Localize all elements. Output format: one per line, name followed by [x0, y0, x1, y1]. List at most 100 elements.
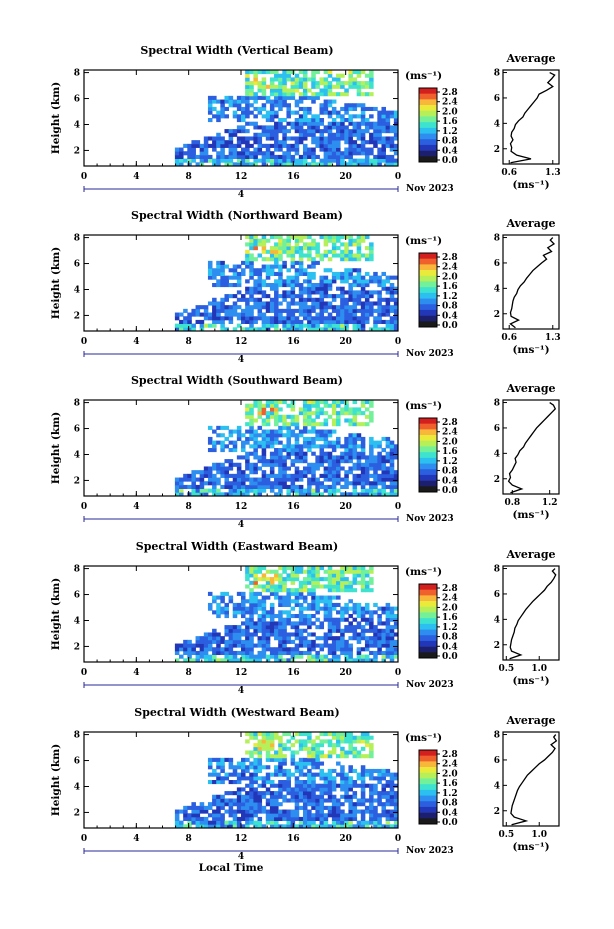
heatmap-cell: [286, 283, 291, 288]
colorbar-tick-label: 2.0: [442, 603, 458, 613]
heatmap-cell: [344, 628, 349, 633]
heatmap-cell: [298, 650, 304, 656]
heatmap-cell: [393, 275, 398, 280]
heatmap-cell: [389, 791, 395, 796]
heatmap-cell: [249, 319, 254, 325]
heatmap-cell: [336, 312, 341, 317]
heatmap-cell: [352, 625, 358, 630]
heatmap-cell: [220, 425, 225, 430]
heatmap-cell: [319, 484, 325, 490]
heatmap-cell: [315, 783, 320, 788]
heatmap-cell: [253, 765, 258, 770]
heatmap-cell: [352, 297, 358, 302]
heatmap-cell: [389, 606, 395, 611]
heatmap-cell: [336, 824, 341, 828]
heatmap-cell: [340, 735, 345, 740]
heatmap-cell: [336, 595, 341, 600]
heatmap-cell: [373, 444, 378, 449]
heatmap-cell: [315, 242, 320, 247]
heatmap-cell: [385, 319, 391, 325]
heatmap-cell: [336, 473, 341, 478]
heatmap-cell: [377, 813, 382, 818]
heatmap-cell: [340, 632, 345, 637]
heatmap-cell: [220, 610, 225, 615]
heatmap-cell: [356, 466, 362, 471]
heatmap-cell: [278, 577, 283, 582]
heatmap-cell: [236, 425, 242, 430]
heatmap-cell: [294, 650, 300, 656]
heatmap-cell: [307, 647, 312, 652]
heatmap-cell: [249, 813, 254, 818]
heatmap-cell: [319, 658, 325, 662]
heatmap-cell: [253, 566, 258, 571]
heatmap-cell: [373, 440, 378, 445]
heatmap-cell: [381, 154, 386, 160]
heatmap-cell: [224, 305, 229, 310]
heatmap-cell: [348, 136, 353, 141]
heatmap-cell: [232, 492, 238, 496]
colorbar-tick-label: 1.2: [442, 789, 458, 799]
heatmap-cell: [257, 621, 263, 626]
heatmap-cell: [216, 140, 221, 145]
heatmap-cell: [307, 809, 312, 814]
heatmap-cell: [331, 639, 337, 644]
heatmap-cell: [356, 462, 362, 467]
heatmap-cell: [336, 147, 341, 152]
heatmap-cell: [352, 813, 358, 818]
heatmap-cell: [269, 286, 275, 291]
heatmap-cell: [373, 121, 378, 126]
y-tick-label: 6: [74, 95, 80, 105]
heatmap-cell: [302, 290, 308, 295]
heatmap-cell: [311, 77, 316, 82]
heatmap-cell: [269, 429, 275, 434]
heatmap-cell: [340, 92, 345, 97]
heatmap-cell: [245, 802, 250, 807]
heatmap-cell: [224, 757, 229, 762]
heatmap-cell: [302, 151, 308, 156]
heatmap-cell: [360, 813, 366, 818]
heatmap-cell: [389, 125, 395, 130]
heatmap-cell: [348, 580, 353, 585]
heatmap-cell: [385, 301, 391, 306]
heatmap-cell: [191, 820, 196, 825]
heatmap-cell: [282, 628, 287, 633]
heatmap-cell: [319, 754, 325, 759]
heatmap-cell: [356, 650, 362, 656]
heatmap-cell: [298, 798, 304, 803]
heatmap-cell: [290, 787, 296, 792]
heatmap-cell: [286, 70, 291, 75]
heatmap-cell: [286, 323, 291, 328]
heatmap-cell: [352, 492, 358, 496]
heatmap-cell: [212, 768, 217, 774]
heatmap-cell: [340, 114, 345, 119]
heatmap-cell: [298, 455, 304, 460]
heatmap-cell: [364, 739, 370, 744]
heatmap-cell: [232, 308, 238, 313]
heatmap-cell: [356, 566, 362, 571]
heatmap-cell: [261, 70, 267, 75]
average-x-axis-label: (ms⁻¹): [512, 675, 549, 687]
heatmap-cell: [377, 110, 382, 115]
heatmap-cell: [294, 323, 300, 328]
heatmap-cell: [344, 473, 349, 478]
heatmap-cell: [253, 154, 258, 160]
heatmap-cell: [274, 403, 279, 408]
heatmap-cell: [373, 106, 378, 112]
heatmap-cell: [183, 805, 188, 810]
heatmap-cell: [183, 158, 188, 163]
heatmap-cell: [315, 746, 320, 751]
heatmap-cell: [290, 312, 296, 317]
heatmap-cell: [236, 488, 242, 493]
heatmap-cell: [327, 140, 333, 145]
heatmap-cell: [224, 791, 229, 796]
heatmap-cell: [311, 121, 316, 126]
heatmap-cell: [311, 158, 316, 163]
heatmap-cell: [327, 632, 333, 637]
heatmap-cell: [302, 429, 308, 434]
colorbar-tick-label: 1.2: [442, 457, 458, 467]
colorbar-swatch: [419, 435, 437, 442]
heatmap-cell: [364, 584, 370, 589]
heatmap-cell: [257, 425, 263, 430]
heatmap-cell: [360, 772, 366, 777]
heatmap-cell: [360, 794, 366, 799]
